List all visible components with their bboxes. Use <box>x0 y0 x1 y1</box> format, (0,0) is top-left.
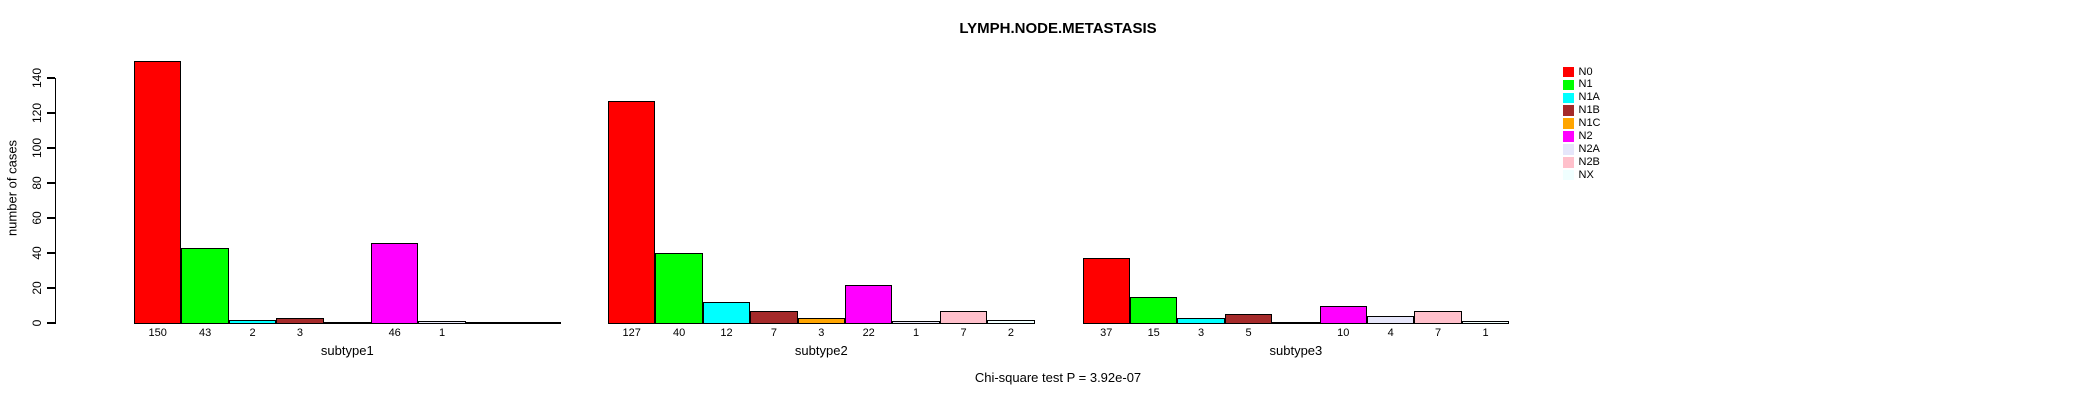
legend-label-N1C: N1C <box>1578 117 1601 130</box>
legend-swatch-N1B <box>1563 105 1574 116</box>
legend-swatch-N2B <box>1563 157 1574 168</box>
y-tick-label: 20 <box>30 281 44 295</box>
bar-value-label: 37 <box>1100 327 1113 339</box>
legend-item-N2: N2 <box>1563 131 1593 142</box>
y-tick <box>46 77 55 79</box>
bar-N0-subtype3 <box>1082 258 1130 324</box>
legend-swatch-N2A <box>1563 144 1574 155</box>
bar-N1B-subtype1 <box>276 317 324 324</box>
bar-N2B-subtype2 <box>939 310 988 324</box>
legend-swatch-N1C <box>1563 118 1574 129</box>
bar-value-label: 1 <box>439 327 446 339</box>
bar-value-label: 2 <box>1007 327 1014 339</box>
y-tick <box>46 252 55 254</box>
bar-N2-subtype1 <box>371 242 419 324</box>
bar-value-label: 3 <box>1198 327 1205 339</box>
bar-value-label: 150 <box>148 327 167 339</box>
group-baseline <box>1082 322 1510 324</box>
bar-value-label: 2 <box>249 327 256 339</box>
legend-label-N2: N2 <box>1578 130 1593 142</box>
x-group-label: subtype3 <box>1269 343 1323 358</box>
bar-N1B-subtype2 <box>750 310 798 324</box>
legend-swatch-N1A <box>1563 92 1574 104</box>
legend-label-NX: NX <box>1578 168 1594 181</box>
bar-value-label: 3 <box>296 327 303 339</box>
legend-swatch-NX <box>1563 169 1574 181</box>
y-axis-label: number of cases <box>4 139 20 237</box>
bar-N1A-subtype2 <box>702 302 751 324</box>
bar-N2A-subtype2 <box>892 321 940 324</box>
y-tick <box>46 287 55 289</box>
y-tick <box>46 147 55 149</box>
bar-value-label: 5 <box>1245 327 1252 339</box>
bar-NX-subtype3 <box>1461 321 1510 324</box>
legend-label-N1B: N1B <box>1578 104 1600 117</box>
y-tick <box>46 217 55 219</box>
y-tick-label: 60 <box>30 211 44 225</box>
bar-value-label: 15 <box>1147 327 1160 339</box>
chi-square-caption: Chi-square test P = 3.92e-07 <box>974 370 1142 385</box>
bar-value-label: 10 <box>1337 327 1350 339</box>
bar-value-label: 7 <box>1435 327 1442 339</box>
bar-N1-subtype3 <box>1130 296 1178 324</box>
chart-title: LYMPH.NODE.METASTASIS <box>959 20 1157 37</box>
y-tick-label: 80 <box>30 176 44 190</box>
y-axis-line <box>54 78 56 324</box>
y-tick <box>46 182 55 184</box>
legend-item-N2B: N2B <box>1563 155 1600 168</box>
y-tick-label: 120 <box>30 102 44 124</box>
bar-value-label: 22 <box>862 327 875 339</box>
x-group-label: subtype1 <box>320 343 374 358</box>
bar-value-label: 40 <box>672 327 686 339</box>
bar-N0-subtype1 <box>134 60 182 324</box>
bar-value-label: 7 <box>960 327 967 339</box>
bar-N2A-subtype1 <box>418 321 466 324</box>
bar-N1A-subtype1 <box>228 319 277 324</box>
legend-item-NX: NX <box>1563 168 1594 181</box>
legend-item-N1C: N1C <box>1563 118 1601 129</box>
bar-N2A-subtype3 <box>1367 316 1415 324</box>
bar-value-label: 43 <box>198 327 212 339</box>
legend-item-N0: N0 <box>1563 65 1593 78</box>
y-tick-label: 0 <box>30 319 44 327</box>
legend-swatch-N0 <box>1563 66 1574 78</box>
bar-N1B-subtype3 <box>1224 314 1273 324</box>
bar-N1-subtype1 <box>181 247 229 324</box>
bar-N1A-subtype3 <box>1177 317 1225 324</box>
legend-label-N1: N1 <box>1578 78 1593 91</box>
bar-value-label: 127 <box>622 327 641 339</box>
bar-value-label: 46 <box>388 327 401 339</box>
bar-value-label: 1 <box>1482 327 1489 339</box>
legend-item-N1: N1 <box>1563 78 1593 91</box>
y-tick-label: 140 <box>30 67 44 89</box>
legend-label-N0: N0 <box>1578 65 1593 78</box>
bar-NX-subtype2 <box>987 319 1035 324</box>
y-tick <box>46 112 55 114</box>
y-tick-label: 40 <box>30 246 44 260</box>
bar-N1-subtype2 <box>655 253 703 324</box>
bar-N2B-subtype3 <box>1414 310 1462 324</box>
bar-value-label: 7 <box>770 327 777 339</box>
bar-value-label: 3 <box>818 327 825 339</box>
legend-item-N2A: N2A <box>1563 142 1600 155</box>
legend-label-N2A: N2A <box>1578 142 1600 155</box>
legend-item-N1A: N1A <box>1563 91 1600 104</box>
legend-swatch-N2 <box>1563 131 1574 142</box>
legend-label-N2B: N2B <box>1578 155 1600 168</box>
legend-item-N1B: N1B <box>1563 105 1600 116</box>
y-tick-label: 100 <box>30 137 44 159</box>
legend-swatch-N1 <box>1563 79 1574 91</box>
bar-N1C-subtype2 <box>797 317 845 324</box>
y-tick <box>46 322 55 324</box>
bar-N2-subtype2 <box>845 284 893 324</box>
bar-N0-subtype2 <box>608 100 656 324</box>
bar-value-label: 1 <box>913 327 920 339</box>
x-group-label: subtype2 <box>794 343 848 358</box>
bar-value-label: 4 <box>1387 327 1394 339</box>
bar-N2-subtype3 <box>1319 305 1367 324</box>
bar-value-label: 12 <box>720 327 733 339</box>
legend-label-N1A: N1A <box>1578 91 1600 104</box>
group-baseline <box>134 322 561 324</box>
